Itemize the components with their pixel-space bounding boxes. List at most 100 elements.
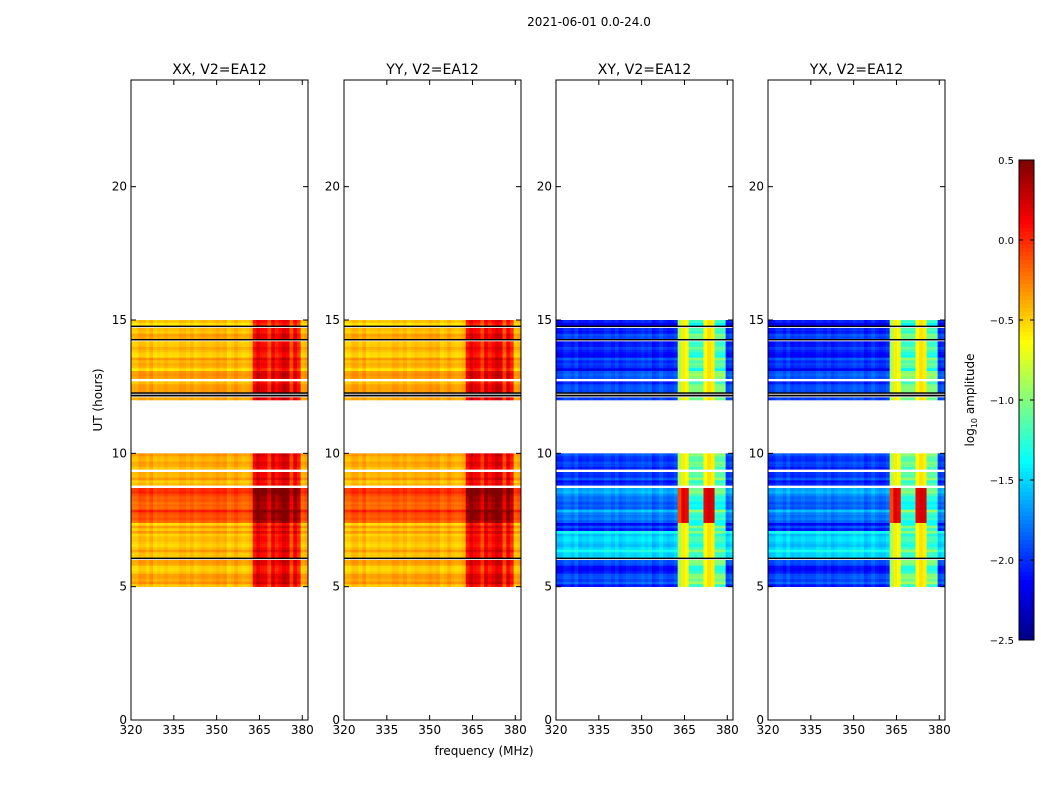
heat-cell [267, 354, 272, 358]
heat-cell [256, 522, 261, 526]
heat-cell [153, 456, 158, 459]
heat-cell [186, 496, 191, 499]
heat-cell [300, 352, 305, 355]
heat-cell [226, 464, 231, 467]
heat-cell [498, 576, 503, 579]
heat-cell [399, 517, 404, 521]
heat-cell [267, 578, 272, 582]
heat-cell [428, 584, 433, 587]
heat-cell [201, 584, 206, 587]
heat-cell [373, 562, 378, 566]
heat-cell [237, 530, 242, 534]
heat-cell [410, 581, 415, 585]
heat-cell [167, 522, 172, 526]
heat-cell [245, 522, 250, 526]
heat-cell [256, 581, 261, 585]
heat-cell [439, 504, 444, 507]
heat-cell [197, 530, 202, 534]
heat-cell [480, 573, 485, 577]
heat-cell [304, 368, 309, 371]
heat-cell [263, 397, 268, 401]
heat-cell [502, 512, 507, 515]
heat-cell [164, 541, 169, 545]
heat-cell [245, 509, 250, 513]
heat-cell [388, 584, 393, 587]
heat-cell [421, 554, 426, 558]
heat-cell [167, 328, 172, 331]
heat-cell [131, 520, 135, 523]
heat-cell [156, 466, 161, 470]
heat-cell [417, 544, 422, 547]
heat-cell [142, 533, 147, 537]
heat-cell [476, 552, 481, 555]
heat-cell [450, 573, 455, 577]
heat-cell [498, 536, 503, 539]
heat-cell [285, 562, 290, 566]
heat-cell [164, 496, 169, 499]
heat-cell [300, 576, 305, 579]
heat-cell [142, 541, 147, 545]
heat-cell [149, 341, 154, 345]
heat-cell [178, 552, 183, 555]
heat-cell [153, 517, 158, 521]
heat-cell [156, 565, 161, 569]
heat-cell [193, 365, 198, 369]
heat-cell [517, 546, 522, 550]
heat-cell [450, 528, 455, 531]
heat-cell [278, 530, 283, 534]
heat-cell [171, 520, 176, 523]
heat-cell [138, 570, 143, 574]
heat-cell [223, 501, 228, 505]
heat-cell [373, 506, 378, 510]
heat-cell [131, 376, 135, 379]
heat-cell [252, 349, 257, 353]
heat-cell [241, 336, 246, 339]
heat-cell [436, 584, 441, 587]
heat-cell [369, 528, 374, 531]
heat-cell [300, 333, 305, 337]
heat-cell [171, 472, 176, 475]
heat-cell [406, 525, 411, 529]
heat-cell [377, 573, 382, 577]
heat-cell [395, 544, 400, 547]
heat-cell [271, 464, 276, 467]
heat-cell [212, 461, 217, 465]
heat-cell [480, 530, 485, 534]
heat-cell [164, 330, 169, 334]
heat-cell [215, 474, 220, 478]
heat-cell [289, 501, 294, 505]
heat-cell [193, 466, 198, 470]
heat-cell [263, 509, 268, 513]
heat-cell [134, 389, 139, 393]
heat-cell [245, 514, 250, 518]
heat-cell [249, 570, 253, 574]
heat-cell [498, 568, 503, 571]
heat-cell [473, 514, 478, 518]
heat-cell [190, 336, 194, 339]
heat-cell [208, 344, 213, 347]
heat-cell [395, 565, 400, 569]
heat-cell [347, 581, 352, 585]
heat-cell [201, 368, 206, 371]
heat-cell [351, 562, 356, 566]
heat-cell [138, 461, 143, 465]
heat-cell [271, 552, 276, 555]
heat-cell [201, 517, 206, 521]
heat-cell [167, 584, 172, 587]
heat-cell [274, 472, 279, 475]
heat-cell [171, 576, 176, 579]
heat-cell [491, 525, 496, 529]
heat-cell [388, 552, 393, 555]
heat-cell [156, 384, 161, 387]
heat-cell [145, 328, 150, 331]
heat-cell [142, 509, 147, 513]
heat-cell [197, 349, 202, 353]
heat-cell [462, 581, 466, 585]
heat-cell [469, 568, 474, 571]
heat-cell [263, 512, 268, 515]
heat-cell [465, 528, 470, 531]
heat-cell [230, 525, 235, 529]
heat-cell [212, 554, 217, 558]
heat-cell [450, 509, 455, 513]
heat-cell [439, 549, 444, 553]
